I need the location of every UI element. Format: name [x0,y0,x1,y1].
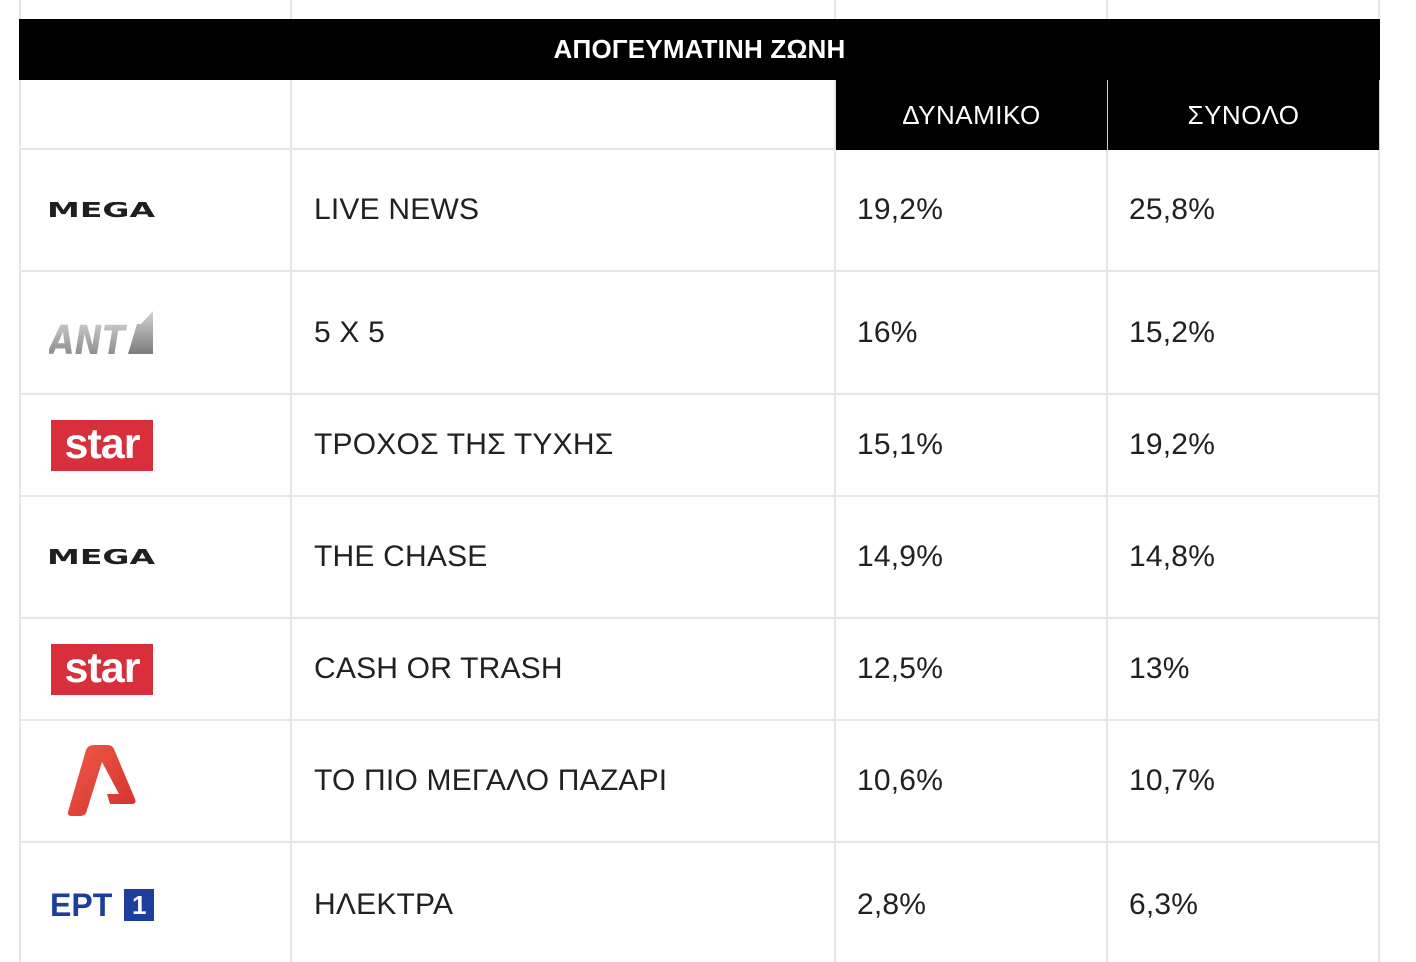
svg-text:MEGA: MEGA [47,202,156,219]
table-row: ΕΡΤ 1 ΗΛΕΚΤΡΑ 2,8% 6,3% [19,843,1380,962]
ant1-logo: ANT [49,308,155,357]
table-row: star CASH OR TRASH 12,5% 13% [19,619,1380,721]
show-title: ΤΡΟΧΟΣ ΤΗΣ ΤΥΧΗΣ [314,428,614,461]
dynamiko-value: 10,6% [857,764,944,797]
show-cell: ΗΛΕΚΤΡΑ [292,843,836,962]
channel-cell: ANT [19,272,292,395]
dynamiko-value: 15,1% [857,428,944,461]
channel-cell: MEGA [19,150,292,272]
synolo-cell: 14,8% [1108,497,1380,619]
synolo-cell: 10,7% [1108,721,1380,843]
show-cell: CASH OR TRASH [292,619,836,721]
show-title: ΤΟ ΠΙΟ ΜΕΓΑΛΟ ΠΑΖΑΡΙ [314,764,668,797]
channel-cell: ΕΡΤ 1 [19,843,292,962]
show-title: THE CHASE [314,540,488,573]
svg-text:MEGA: MEGA [47,549,156,566]
synolo-value: 10,7% [1129,764,1216,797]
show-title: ΗΛΕΚΤΡΑ [314,887,454,921]
ert1-logo: ΕΡΤ 1 [50,886,155,923]
dynamiko-value: 16% [857,315,918,349]
table-row: star ΤΡΟΧΟΣ ΤΗΣ ΤΥΧΗΣ 15,1% 19,2% [19,395,1380,497]
dynamiko-cell: 10,6% [836,721,1108,843]
channel-cell [19,721,292,843]
table-cell [19,0,292,19]
table-row: ANT 5 X 5 16% 15,2% [19,272,1380,395]
show-title: LIVE NEWS [314,193,480,226]
dynamiko-cell: 12,5% [836,619,1108,721]
show-cell: ΤΡΟΧΟΣ ΤΗΣ ΤΥΧΗΣ [292,395,836,497]
dynamiko-cell: 14,9% [836,497,1108,619]
column-header-synolo: ΣΥΝΟΛΟ [1108,80,1380,150]
dynamiko-value: 12,5% [857,652,944,685]
table-cell [292,0,836,19]
synolo-value: 13% [1129,652,1190,685]
column-header-row: ΔΥΝΑΜΙΚΟ ΣΥΝΟΛΟ [19,80,1380,150]
column-header-channel [19,80,292,150]
dynamiko-value: 2,8% [857,887,927,921]
column-header-show [292,80,836,150]
show-cell: LIVE NEWS [292,150,836,272]
show-title: 5 X 5 [314,315,386,349]
table-cell [836,0,1108,19]
star-logo: star [51,419,153,471]
synolo-cell: 13% [1108,619,1380,721]
ert-logo-badge: 1 [124,888,155,921]
table-row: MEGA LIVE NEWS 19,2% 25,8% [19,150,1380,272]
table-row-previous [19,0,1380,19]
channel-cell: star [19,395,292,497]
channel-cell: MEGA [19,497,292,619]
show-cell: ΤΟ ΠΙΟ ΜΕΓΑΛΟ ΠΑΖΑΡΙ [292,721,836,843]
synolo-cell: 25,8% [1108,150,1380,272]
synolo-value: 6,3% [1129,887,1199,921]
show-cell: THE CHASE [292,497,836,619]
ert-logo-text: ΕΡΤ [50,886,113,923]
column-header-dynamiko: ΔΥΝΑΜΙΚΟ [836,80,1108,150]
dynamiko-value: 14,9% [857,540,944,573]
synolo-value: 25,8% [1129,193,1216,226]
table-row: ΤΟ ΠΙΟ ΜΕΓΑΛΟ ΠΑΖΑΡΙ 10,6% 10,7% [19,721,1380,843]
ratings-table: ΑΠΟΓΕΥΜΑΤΙΝΗ ΖΩΝΗ ΔΥΝΑΜΙΚΟ ΣΥΝΟΛΟ MEGA L… [19,0,1380,962]
synolo-value: 19,2% [1129,428,1216,461]
show-title: CASH OR TRASH [314,652,563,685]
svg-text:ANT: ANT [49,318,127,357]
star-logo: star [51,643,153,695]
table-row: MEGA THE CHASE 14,9% 14,8% [19,497,1380,619]
alpha-logo [67,745,136,816]
synolo-value: 15,2% [1129,315,1216,349]
dynamiko-cell: 16% [836,272,1108,395]
section-title: ΑΠΟΓΕΥΜΑΤΙΝΗ ΖΩΝΗ [19,19,1380,80]
mega-logo: MEGA [47,549,156,566]
channel-cell: star [19,619,292,721]
dynamiko-cell: 19,2% [836,150,1108,272]
synolo-cell: 6,3% [1108,843,1380,962]
synolo-value: 14,8% [1129,540,1216,573]
table-cell [1108,0,1380,19]
mega-logo: MEGA [47,202,156,219]
dynamiko-cell: 2,8% [836,843,1108,962]
synolo-cell: 15,2% [1108,272,1380,395]
synolo-cell: 19,2% [1108,395,1380,497]
dynamiko-cell: 15,1% [836,395,1108,497]
show-cell: 5 X 5 [292,272,836,395]
dynamiko-value: 19,2% [857,193,944,226]
